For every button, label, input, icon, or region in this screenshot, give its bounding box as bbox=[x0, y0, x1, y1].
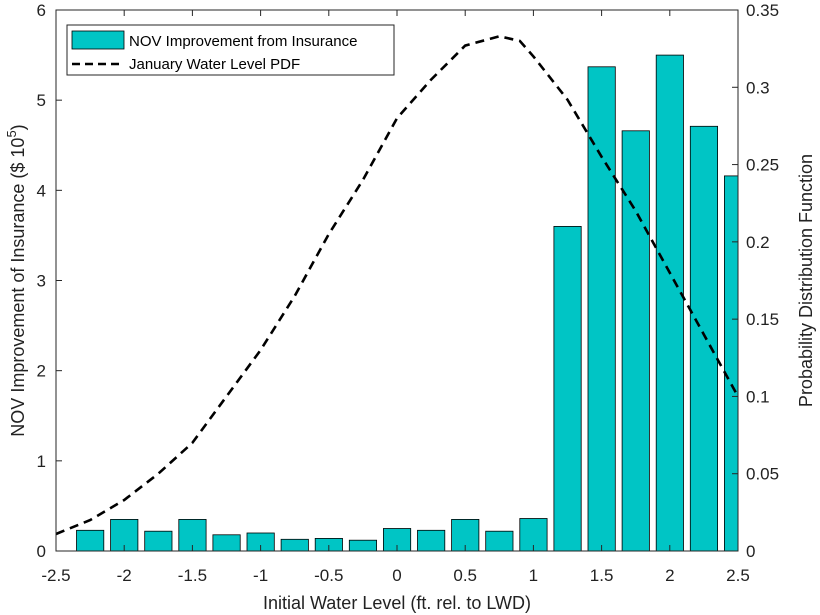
y-right-tick-label: 0 bbox=[746, 542, 755, 561]
y-left-tick-label: 4 bbox=[37, 181, 46, 200]
bar bbox=[724, 175, 739, 552]
legend-bar-swatch bbox=[71, 30, 125, 50]
x-tick-labels: -2.5 -2 -1.5 -1 -0.5 0 0.5 1 1.5 2 2.5 bbox=[41, 566, 749, 585]
x-tick-label: -2.5 bbox=[41, 566, 70, 585]
x-tick-label: 2 bbox=[665, 566, 674, 585]
y-right-tick-labels: 0 0.05 0.1 0.15 0.2 0.25 0.3 0.35 bbox=[746, 1, 779, 561]
x-tick-label: 1.5 bbox=[590, 566, 614, 585]
y-right-tick-label: 0.15 bbox=[746, 310, 779, 329]
bar bbox=[485, 530, 514, 552]
bar bbox=[553, 225, 582, 552]
x-tick-label: 0.5 bbox=[453, 566, 477, 585]
y-left-tick-label: 0 bbox=[37, 542, 46, 561]
bar bbox=[280, 538, 309, 552]
legend: NOV Improvement from Insurance January W… bbox=[66, 24, 395, 76]
y-left-axis-title-exponent: 5 bbox=[4, 130, 19, 137]
y-left-axis-title-main: NOV Improvement of Insurance ($ 10 bbox=[8, 138, 28, 437]
legend-bar-label: NOV Improvement from Insurance bbox=[129, 33, 357, 50]
x-tick-label: -1 bbox=[253, 566, 268, 585]
x-tick-label: -1.5 bbox=[178, 566, 207, 585]
bar bbox=[212, 534, 241, 552]
y-right-axis-title: Probability Distribution Function bbox=[796, 154, 816, 407]
x-tick-label: -2 bbox=[117, 566, 132, 585]
y-left-tick-label: 2 bbox=[37, 362, 46, 381]
y-right-tick-label: 0.3 bbox=[746, 78, 770, 97]
y-right-tick-label: 0.05 bbox=[746, 465, 779, 484]
legend-line-label: January Water Level PDF bbox=[129, 56, 300, 73]
y-left-tick-labels: 0 1 2 3 4 5 6 bbox=[37, 1, 46, 561]
pdf-line-series bbox=[55, 34, 740, 536]
y-right-tick-label: 0.35 bbox=[746, 1, 779, 20]
y-left-tick-label: 3 bbox=[37, 272, 46, 291]
bar bbox=[655, 54, 684, 552]
x-tick-label: -0.5 bbox=[314, 566, 343, 585]
y-left-tick-label: 6 bbox=[37, 1, 46, 20]
y-left-axis-title-suffix: ) bbox=[8, 124, 28, 130]
bar bbox=[689, 125, 718, 552]
bar bbox=[144, 530, 173, 552]
y-right-tick-label: 0.25 bbox=[746, 156, 779, 175]
y-left-tick-label: 5 bbox=[37, 91, 46, 110]
x-axis-title: Initial Water Level (ft. rel. to LWD) bbox=[263, 593, 531, 613]
tick-marks bbox=[55, 9, 739, 552]
y-right-tick-label: 0.1 bbox=[746, 387, 770, 406]
bar bbox=[417, 529, 446, 552]
y-left-tick-label: 1 bbox=[37, 452, 46, 471]
bar bbox=[348, 539, 377, 552]
bar bbox=[76, 529, 105, 552]
y-left-axis-title: NOV Improvement of Insurance ($ 105) bbox=[4, 124, 28, 436]
x-tick-label: 2.5 bbox=[726, 566, 750, 585]
pdf-line bbox=[55, 34, 740, 536]
x-tick-label: 0 bbox=[392, 566, 401, 585]
bar bbox=[621, 130, 650, 552]
x-tick-label: 1 bbox=[529, 566, 538, 585]
y-right-tick-label: 0.2 bbox=[746, 233, 770, 252]
